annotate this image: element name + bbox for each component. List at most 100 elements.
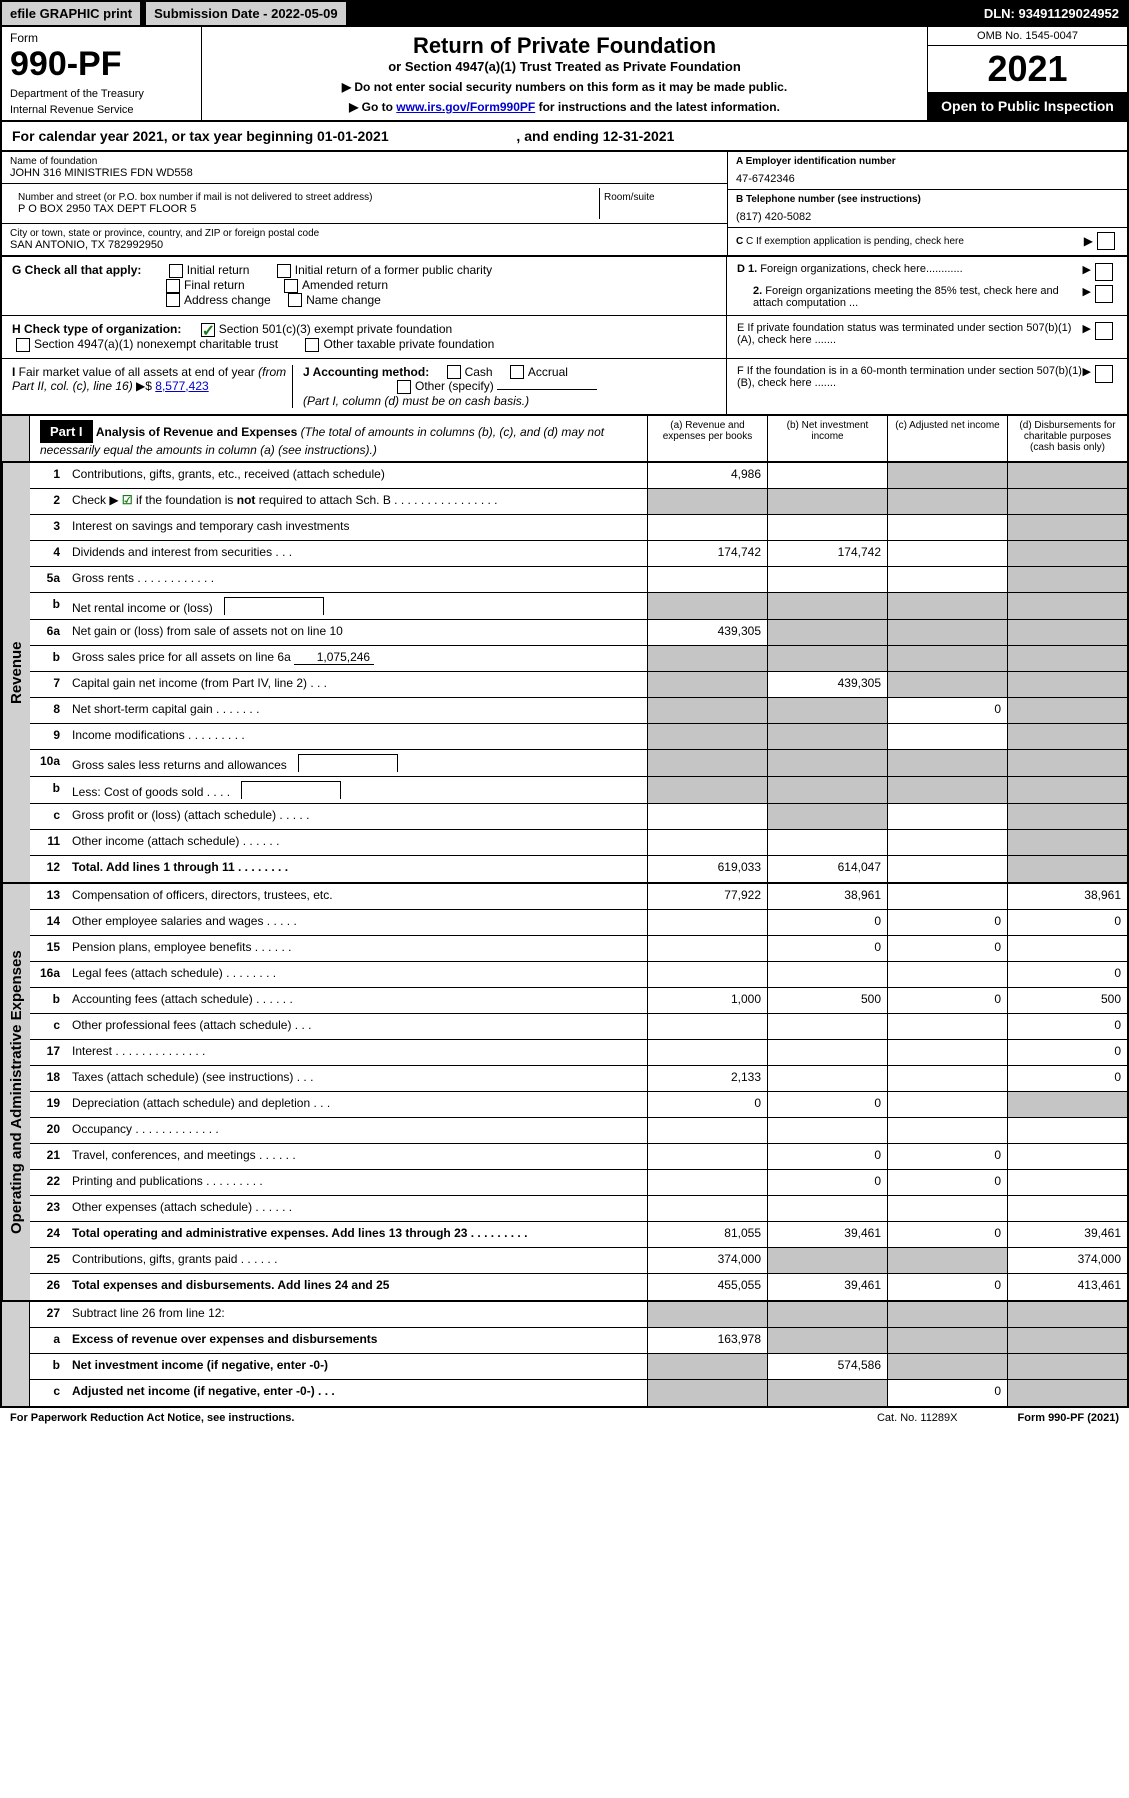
cell (767, 1014, 887, 1039)
cell (1007, 1092, 1127, 1117)
cell (887, 672, 1007, 697)
cb-other-acct[interactable] (397, 380, 411, 394)
cell (767, 646, 887, 671)
cell: 0 (647, 1092, 767, 1117)
cell: 0 (1007, 1066, 1127, 1091)
d1-label: D 1. Foreign organizations, check here..… (737, 263, 1083, 281)
opt-accrual: Accrual (528, 365, 568, 379)
cell: 574,586 (767, 1354, 887, 1379)
line-num: 18 (30, 1066, 66, 1091)
cell: 39,461 (767, 1222, 887, 1247)
part1-title: Analysis of Revenue and Expenses (96, 425, 297, 439)
h-label: H Check type of organization: (12, 322, 181, 336)
cell: 0 (767, 910, 887, 935)
table-row: 6aNet gain or (loss) from sale of assets… (30, 620, 1127, 646)
g-label: G Check all that apply: (12, 263, 141, 277)
table-row: 3Interest on savings and temporary cash … (30, 515, 1127, 541)
cb-amended[interactable] (284, 279, 298, 293)
cell (887, 567, 1007, 592)
line-desc: Accounting fees (attach schedule) . . . … (66, 988, 647, 1013)
cell: 39,461 (1007, 1222, 1127, 1247)
f-label: F If the foundation is in a 60-month ter… (737, 365, 1083, 389)
col-c-head: (c) Adjusted net income (887, 416, 1007, 461)
exemption-checkbox[interactable] (1097, 232, 1115, 250)
cell: 0 (767, 1092, 887, 1117)
opt-amended: Amended return (302, 278, 388, 292)
cell (1007, 698, 1127, 723)
cb-4947[interactable] (16, 338, 30, 352)
cb-initial[interactable] (169, 264, 183, 278)
line-num: 27 (30, 1302, 66, 1327)
cb-addr-change[interactable] (166, 293, 180, 307)
opt-other-tax: Other taxable private foundation (323, 337, 494, 351)
form-footer-label: Form 990-PF (2021) (1018, 1412, 1120, 1424)
fmv-link[interactable]: 8,577,423 (155, 379, 208, 393)
cb-accrual[interactable] (510, 365, 524, 379)
entity-info: Name of foundation JOHN 316 MINISTRIES F… (0, 152, 1129, 257)
opt-501c3: Section 501(c)(3) exempt private foundat… (219, 322, 452, 336)
table-row: 12Total. Add lines 1 through 11 . . . . … (30, 856, 1127, 882)
cell (647, 1144, 767, 1169)
cell: 500 (767, 988, 887, 1013)
line-num: b (30, 646, 66, 671)
cb-d1[interactable] (1095, 263, 1113, 281)
arrow-icon: ▶ (1084, 234, 1093, 248)
line-desc: Total. Add lines 1 through 11 . . . . . … (66, 856, 647, 882)
cell (887, 962, 1007, 987)
table-row: 11Other income (attach schedule) . . . .… (30, 830, 1127, 856)
revenue-side-label: Revenue (2, 463, 30, 882)
line-num: c (30, 1014, 66, 1039)
table-row: 7Capital gain net income (from Part IV, … (30, 672, 1127, 698)
cb-d2[interactable] (1095, 285, 1113, 303)
table-row: 20Occupancy . . . . . . . . . . . . . (30, 1118, 1127, 1144)
line-num: 11 (30, 830, 66, 855)
efile-btn[interactable]: efile GRAPHIC print (2, 2, 140, 25)
cell: 0 (887, 1274, 1007, 1300)
arrow-icon: ▶ (1083, 365, 1091, 389)
cb-initial-former[interactable] (277, 264, 291, 278)
cb-f[interactable] (1095, 365, 1113, 383)
ein-value: 47-6742346 (736, 167, 1119, 185)
table-row: 17Interest . . . . . . . . . . . . . .0 (30, 1040, 1127, 1066)
cell (767, 593, 887, 619)
cell (647, 962, 767, 987)
arrow-icon: ▶ (1083, 322, 1091, 346)
cell (887, 489, 1007, 514)
line-desc: Taxes (attach schedule) (see instruction… (66, 1066, 647, 1091)
cell (647, 804, 767, 829)
cb-other-tax[interactable] (305, 338, 319, 352)
table-row: aExcess of revenue over expenses and dis… (30, 1328, 1127, 1354)
cb-cash[interactable] (447, 365, 461, 379)
line-num: 23 (30, 1196, 66, 1221)
cell: 0 (1007, 1040, 1127, 1065)
cell: 0 (887, 910, 1007, 935)
cell (1007, 1144, 1127, 1169)
line-num: 1 (30, 463, 66, 488)
line-desc: Adjusted net income (if negative, enter … (66, 1380, 647, 1406)
table-row: cGross profit or (loss) (attach schedule… (30, 804, 1127, 830)
table-row: 14Other employee salaries and wages . . … (30, 910, 1127, 936)
cell: 413,461 (1007, 1274, 1127, 1300)
cb-e[interactable] (1095, 322, 1113, 340)
cb-501c3[interactable] (201, 323, 215, 337)
net-table: 27Subtract line 26 from line 12:aExcess … (0, 1302, 1129, 1408)
opt-name-change: Name change (306, 293, 381, 307)
table-row: 27Subtract line 26 from line 12: (30, 1302, 1127, 1328)
line-desc: Gross sales price for all assets on line… (66, 646, 647, 671)
cell (887, 515, 1007, 540)
cell (647, 910, 767, 935)
cell (647, 1380, 767, 1406)
cb-final[interactable] (166, 279, 180, 293)
line-num: 21 (30, 1144, 66, 1169)
cell: 0 (887, 698, 1007, 723)
cell (1007, 489, 1127, 514)
cell (767, 1040, 887, 1065)
line-desc: Other professional fees (attach schedule… (66, 1014, 647, 1039)
ein-label: A Employer identification number (736, 156, 1119, 167)
irs-link[interactable]: www.irs.gov/Form990PF (396, 100, 535, 114)
cb-name-change[interactable] (288, 293, 302, 307)
cell: 614,047 (767, 856, 887, 882)
cell: 0 (1007, 910, 1127, 935)
cell (767, 1196, 887, 1221)
line-desc: Net rental income or (loss) (66, 593, 647, 619)
